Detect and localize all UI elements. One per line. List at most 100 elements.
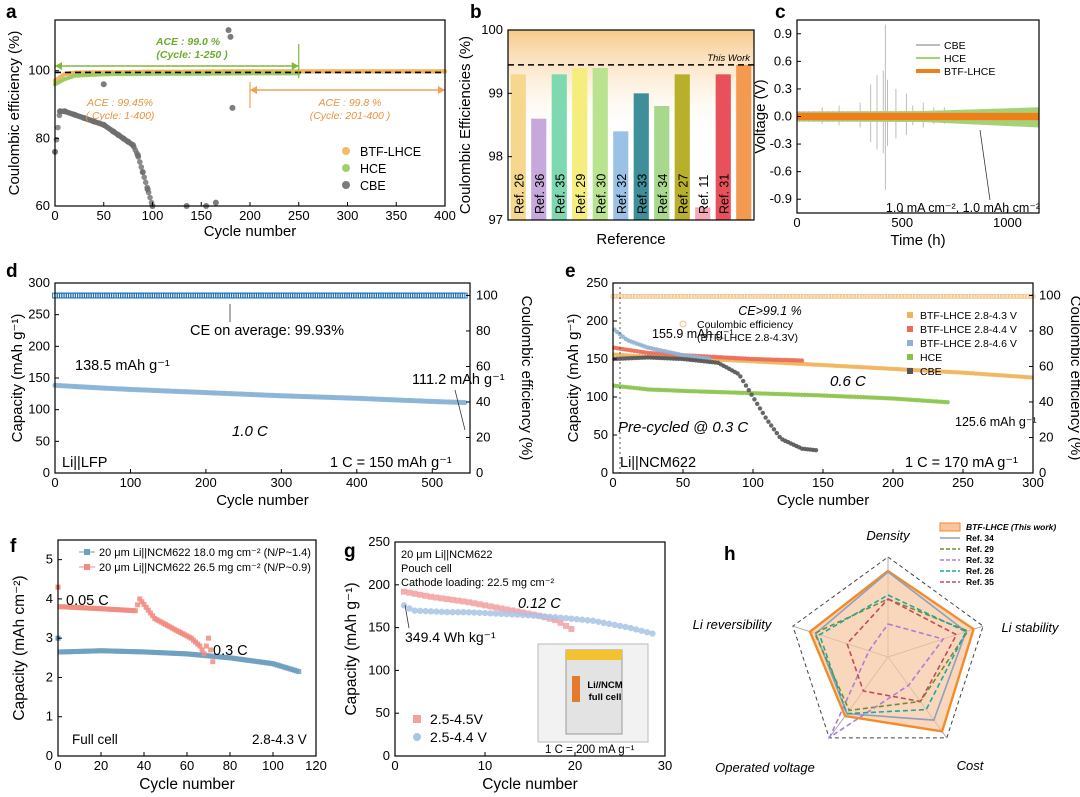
a-xtick-label: 0 xyxy=(51,208,58,223)
capacity-point-0 xyxy=(563,622,569,629)
ce-point xyxy=(711,293,717,299)
d-ylabel: Capacity (mAh g⁻¹) xyxy=(9,314,26,443)
capacity-point-1 xyxy=(199,647,205,653)
annot-ce-threshold: CE>99.1 % xyxy=(738,304,802,318)
ce-point xyxy=(792,293,798,299)
e-ytick-label: 50 xyxy=(594,427,608,442)
ce-point xyxy=(946,293,952,299)
bar-label-0: Ref. 26 xyxy=(512,174,526,214)
bar-label-3: Ref. 29 xyxy=(574,174,588,214)
g-xtick-label: 10 xyxy=(478,758,492,773)
ce-point xyxy=(910,293,916,299)
d-right-ytick-label: 40 xyxy=(476,394,490,409)
legend-label: BTF-LHCE 2.8-4.6 V xyxy=(920,338,1017,350)
g-ylabel: Capacity (mAh g⁻¹) xyxy=(343,582,360,715)
f-xtick-label: 60 xyxy=(180,758,194,773)
ce-point xyxy=(798,293,804,299)
ce-point xyxy=(1002,293,1008,299)
ce-point xyxy=(898,293,905,299)
ce-point xyxy=(1013,293,1019,299)
capacity-point-0 xyxy=(471,600,478,607)
ce-point xyxy=(775,293,781,299)
ce-point xyxy=(627,293,633,299)
e-xtick-label: 50 xyxy=(676,475,690,490)
capacity-point-1 xyxy=(210,659,216,665)
ce-point xyxy=(756,293,762,299)
capacity-point-4 xyxy=(766,419,771,424)
ce-point xyxy=(865,293,871,299)
annot-rate-initial: 0.05 C xyxy=(66,593,109,609)
ce-point xyxy=(716,293,723,299)
d-xtick-label: 200 xyxy=(195,475,217,490)
panel-d: d CE on average: 99.93% 138.5 mAh g⁻¹ 111.2… xyxy=(6,261,535,509)
hce-range-arrow-head xyxy=(291,62,299,70)
ce-point xyxy=(714,293,720,299)
annot-ace-btf2: ACE : 99.8 % xyxy=(317,97,381,109)
ce-point xyxy=(800,293,807,299)
capacity-point-1 xyxy=(498,610,505,618)
panel-f: f 20 μm Li||NCM622 18.0 mg cm⁻² (N/P~1.4)… xyxy=(10,536,327,793)
radar-axis-label: Cost xyxy=(957,758,985,773)
ce-point xyxy=(884,293,891,299)
d-right-ytick-label: 0 xyxy=(476,465,483,480)
f-ytick-label: 0 xyxy=(46,748,53,763)
g-xtick-label: 30 xyxy=(658,758,672,773)
bar-0 xyxy=(510,74,526,220)
e-y2label: Coulombic efficiency (%) xyxy=(1067,296,1080,461)
ce-point xyxy=(705,293,711,299)
ce-point xyxy=(985,293,991,299)
ce-point xyxy=(652,293,658,299)
ce-point xyxy=(632,293,639,299)
capacity-point-0 xyxy=(417,591,424,598)
capacity-point-0 xyxy=(455,597,461,604)
capacity-point-1 xyxy=(530,612,537,619)
capacity-point-0 xyxy=(476,601,483,608)
cbe-point xyxy=(141,174,148,181)
ce-point xyxy=(862,293,868,299)
capacity-point-1 xyxy=(476,609,483,616)
a-ytick-label: 100 xyxy=(28,63,50,78)
ce-point xyxy=(831,293,837,299)
ce-point xyxy=(666,293,672,299)
btf-range-arrow-head xyxy=(250,86,257,94)
f-ytick-label: 2 xyxy=(46,669,53,684)
e-right-ytick-label: 20 xyxy=(1039,429,1053,444)
ce-point xyxy=(882,293,888,299)
ce-point xyxy=(764,293,770,299)
pouch-cell-sticker xyxy=(572,676,580,702)
d-ytick-label: 100 xyxy=(28,402,50,417)
e-xlabel: Cycle number xyxy=(777,492,870,509)
f-xtick-label: 100 xyxy=(262,758,284,773)
ce-point xyxy=(753,293,759,299)
capacity-point-0 xyxy=(568,625,575,632)
f-xtick-label: 20 xyxy=(94,758,108,773)
ce-point xyxy=(854,293,860,299)
legend-marker-1 xyxy=(84,564,90,570)
b-frame xyxy=(507,29,755,221)
ce-point xyxy=(789,293,795,299)
cbe-point xyxy=(229,104,236,111)
ce-point xyxy=(926,293,933,299)
capacity-point-1 xyxy=(519,611,526,619)
e-xtick-label: 100 xyxy=(742,475,764,490)
f-ytick-label: 5 xyxy=(46,552,53,567)
bar-6 xyxy=(633,93,649,220)
e-ytick-label: 100 xyxy=(586,389,608,404)
ce-point xyxy=(820,293,826,299)
capacity-point-1 xyxy=(427,608,435,615)
b-xlabel: Reference xyxy=(596,231,665,248)
d-ytick-label: 200 xyxy=(28,338,50,353)
ce-point xyxy=(669,293,675,299)
annot-c-rate-def: 1 C = 150 mAh g⁻¹ xyxy=(330,455,452,471)
capacity-point-4 xyxy=(813,448,819,453)
annot-ce-average: CE on average: 99.93% xyxy=(190,323,344,339)
bar-5 xyxy=(613,131,629,220)
ce-point xyxy=(744,293,751,299)
f-xtick-label: 40 xyxy=(137,758,151,773)
capacity-point-1 xyxy=(150,613,156,619)
capacity-point-1 xyxy=(611,621,618,629)
panel-e: e CE>99.1 % 155.9 mAh g⁻¹ 0.6 C Pre-cycled @… xyxy=(565,261,1080,509)
annot-rate-cycling: 0.3 C xyxy=(213,643,248,659)
cbe-point xyxy=(225,27,232,34)
ce-point xyxy=(954,293,961,299)
